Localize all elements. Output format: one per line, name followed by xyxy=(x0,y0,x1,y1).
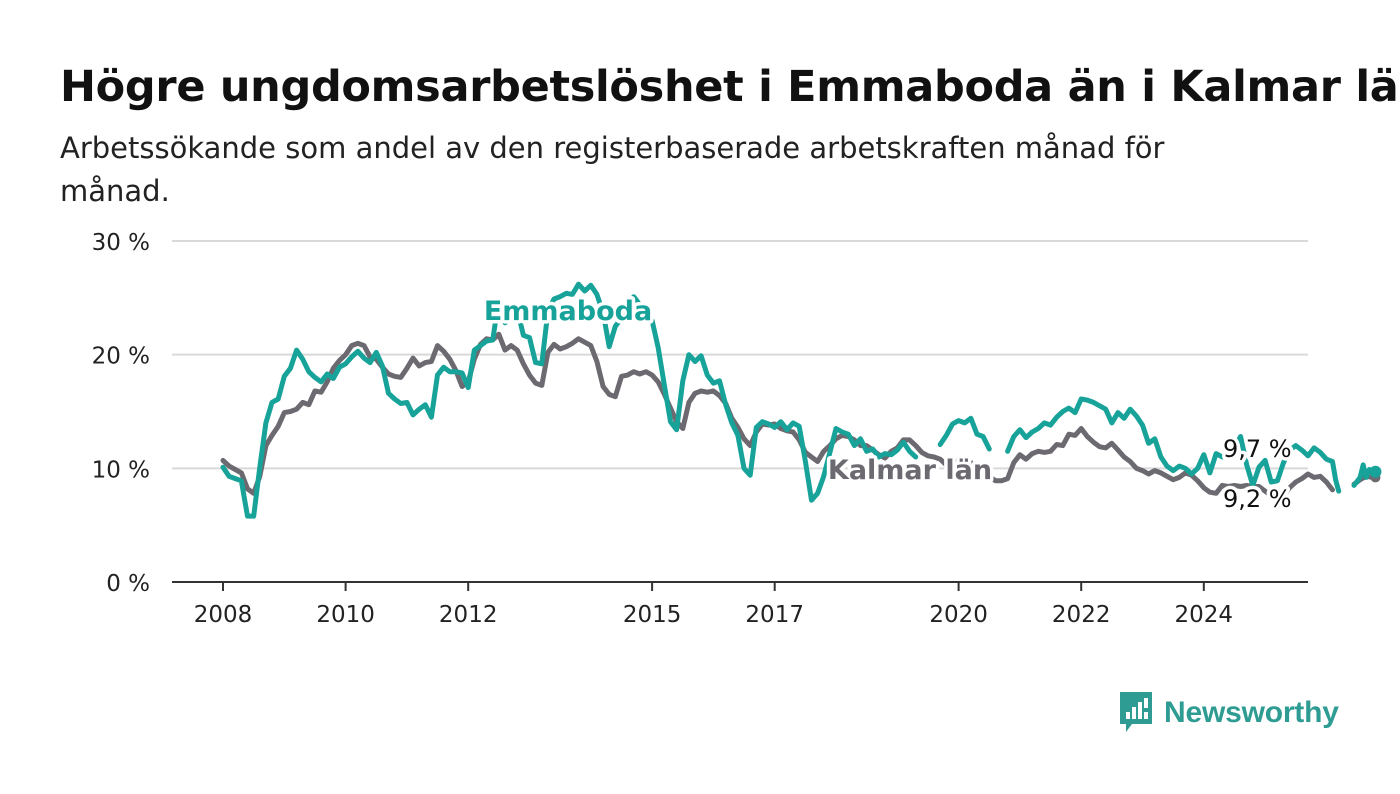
kalmar-lan-line xyxy=(220,331,1335,501)
kalmar-lan-label-halo: Kalmar län xyxy=(828,455,992,486)
chart-title: Högre ungdomsarbetslöshet i Emmaboda än … xyxy=(60,62,1400,112)
x-tick-label: 2024 xyxy=(1175,602,1234,628)
x-tick-label: 2012 xyxy=(439,602,498,628)
newsworthy-logo: Newsworthy xyxy=(1118,690,1339,736)
y-tick-label: 30 % xyxy=(92,230,150,256)
emmaboda-value-label-halo: 9,7 % xyxy=(1223,435,1292,463)
y-tick-label: 10 % xyxy=(92,457,150,483)
x-tick-label: 2015 xyxy=(623,602,682,628)
kalmar-lan-label: Kalmar län xyxy=(828,455,992,486)
x-tick-label: 2022 xyxy=(1052,602,1111,628)
emmaboda-end-dot xyxy=(1369,465,1382,478)
x-tick-label: 2020 xyxy=(929,602,988,628)
series-lines xyxy=(220,281,1382,519)
emmaboda-value-label: 9,7 % xyxy=(1223,435,1292,463)
emmaboda-line xyxy=(220,281,919,519)
chart-subtitle: Arbetssökande som andel av den registerb… xyxy=(60,131,1165,208)
brand-name: Newsworthy xyxy=(1164,696,1339,729)
emmaboda-line xyxy=(1005,396,1342,494)
emmaboda-label: Emmaboda xyxy=(484,296,652,327)
x-axis-ticks: 2008 2010 2012 2015 2017 2020 2022 2024 xyxy=(194,582,1233,628)
kalmar-lan-value-label: 9,2 % xyxy=(1223,485,1292,513)
x-tick-label: 2008 xyxy=(194,602,253,628)
emmaboda-line xyxy=(937,415,992,452)
y-axis-ticks: 0 % 10 % 20 % 30 % xyxy=(92,230,150,597)
x-tick-label: 2017 xyxy=(745,602,804,628)
emmaboda-label-halo: Emmaboda xyxy=(484,296,652,327)
newsworthy-bars-icon xyxy=(1120,692,1152,732)
y-tick-label: 20 % xyxy=(92,344,150,370)
kalmar-lan-value-label-halo: 9,2 % xyxy=(1223,485,1292,513)
y-tick-label: 0 % xyxy=(106,571,150,597)
gridlines xyxy=(172,240,1308,583)
x-tick-label: 2010 xyxy=(316,602,375,628)
